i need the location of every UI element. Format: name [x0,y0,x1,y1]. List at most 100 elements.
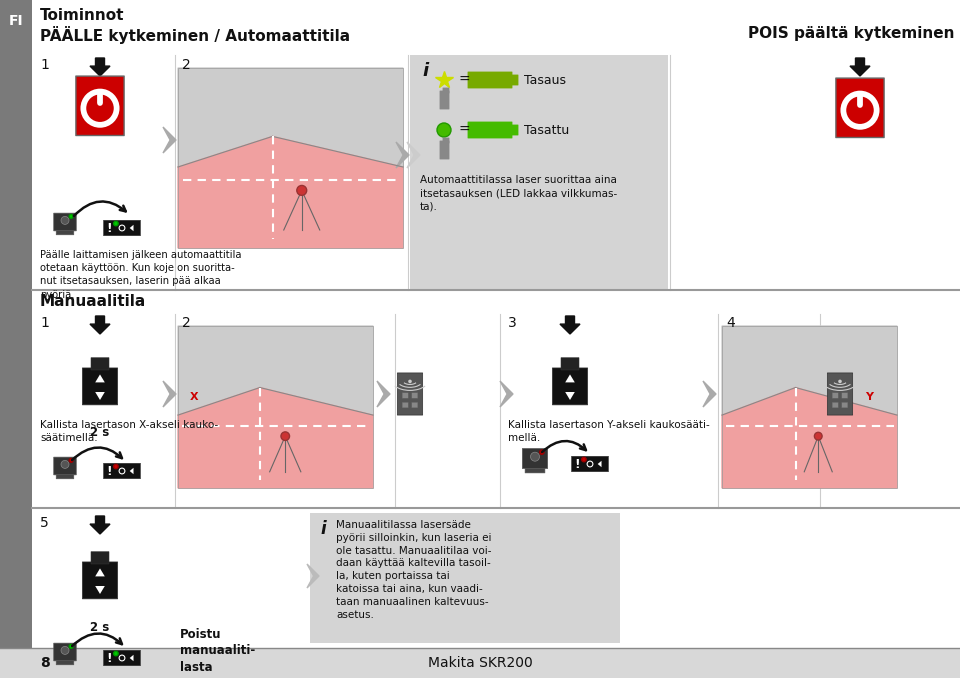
Text: =: = [458,73,469,87]
Polygon shape [722,388,897,488]
Text: 2 s: 2 s [90,621,109,634]
Circle shape [582,457,587,462]
Circle shape [113,221,118,226]
Polygon shape [95,568,105,576]
Text: 5: 5 [40,516,49,530]
Polygon shape [130,468,133,474]
Text: !: ! [107,465,112,478]
FancyBboxPatch shape [91,552,109,564]
Text: i: i [422,62,428,80]
Polygon shape [130,655,133,661]
FancyBboxPatch shape [397,373,422,415]
FancyBboxPatch shape [54,213,76,231]
FancyBboxPatch shape [57,661,74,665]
Polygon shape [90,516,110,534]
FancyBboxPatch shape [54,457,76,475]
Polygon shape [178,326,373,415]
Text: Tasaus: Tasaus [524,73,566,87]
Circle shape [408,380,412,383]
Text: FI: FI [9,14,23,28]
FancyBboxPatch shape [104,463,140,479]
Circle shape [61,216,69,224]
Polygon shape [407,142,420,168]
FancyBboxPatch shape [571,456,609,472]
Polygon shape [850,58,870,76]
FancyBboxPatch shape [54,643,76,661]
Text: Päälle laittamisen jälkeen automaattitila
otetaan käyttöön. Kun koje on suoritta: Päälle laittamisen jälkeen automaattitil… [40,250,242,300]
Circle shape [531,452,540,461]
Text: Makita SKR200: Makita SKR200 [427,656,533,670]
FancyBboxPatch shape [402,393,408,398]
FancyBboxPatch shape [91,358,109,370]
FancyBboxPatch shape [76,76,124,136]
Circle shape [113,464,118,468]
Text: 3: 3 [508,316,516,330]
Circle shape [61,460,69,468]
FancyBboxPatch shape [512,75,518,85]
Text: Manuaalitila: Manuaalitila [40,294,146,309]
FancyBboxPatch shape [83,368,118,405]
Text: !: ! [575,458,581,471]
Polygon shape [90,58,110,76]
Circle shape [297,186,306,195]
Polygon shape [565,374,575,382]
Text: Kallista lasertason Y-akseli kaukosääti-
mellä.: Kallista lasertason Y-akseli kaukosääti-… [508,420,709,443]
FancyBboxPatch shape [57,231,74,235]
Text: X: X [190,393,199,402]
Text: Y: Y [866,393,874,402]
Circle shape [61,646,69,654]
Polygon shape [178,68,403,167]
FancyBboxPatch shape [443,88,449,93]
FancyBboxPatch shape [832,393,838,398]
FancyBboxPatch shape [83,562,118,599]
FancyBboxPatch shape [836,78,884,138]
Text: Tasattu: Tasattu [524,123,569,136]
Polygon shape [500,381,513,407]
FancyBboxPatch shape [842,393,848,398]
Polygon shape [95,586,105,594]
Circle shape [113,652,118,656]
FancyBboxPatch shape [412,402,418,407]
Polygon shape [95,392,105,400]
FancyBboxPatch shape [561,358,579,370]
Polygon shape [90,316,110,334]
Text: Manuaalitilassa lasersäde
pyörii silloinkin, kun laseria ei
ole tasattu. Manuaal: Manuaalitilassa lasersäde pyörii silloin… [336,520,492,620]
FancyBboxPatch shape [104,220,140,236]
Polygon shape [130,225,133,231]
Polygon shape [178,136,403,248]
Text: =: = [458,123,469,137]
Polygon shape [598,461,602,467]
Text: Kallista lasertason X-akseli kauko-
säätimellä.: Kallista lasertason X-akseli kauko- säät… [40,420,218,443]
Text: 2: 2 [182,316,191,330]
Circle shape [437,123,451,137]
Bar [178,326,373,488]
Circle shape [281,432,290,441]
Polygon shape [307,564,319,588]
Polygon shape [95,374,105,382]
Text: 4: 4 [726,316,734,330]
FancyBboxPatch shape [842,402,848,407]
FancyBboxPatch shape [440,91,449,109]
Polygon shape [396,142,409,168]
Polygon shape [703,381,716,407]
FancyBboxPatch shape [552,368,588,405]
FancyBboxPatch shape [832,402,838,407]
FancyBboxPatch shape [57,475,74,479]
Text: !: ! [107,222,112,235]
Bar [0,648,960,678]
FancyBboxPatch shape [828,373,852,415]
Polygon shape [377,381,390,407]
FancyBboxPatch shape [468,122,512,138]
Circle shape [69,458,73,462]
Bar [410,55,668,290]
FancyBboxPatch shape [412,393,418,398]
Polygon shape [178,388,373,488]
Text: 8: 8 [40,656,50,670]
Text: PÄÄLLE kytkeminen / Automaattitila: PÄÄLLE kytkeminen / Automaattitila [40,26,350,44]
Circle shape [69,645,73,648]
FancyBboxPatch shape [104,650,140,666]
Text: POIS päältä kytkeminen: POIS päältä kytkeminen [749,26,955,41]
Bar [310,513,620,643]
Bar [0,0,32,678]
FancyBboxPatch shape [512,125,518,135]
